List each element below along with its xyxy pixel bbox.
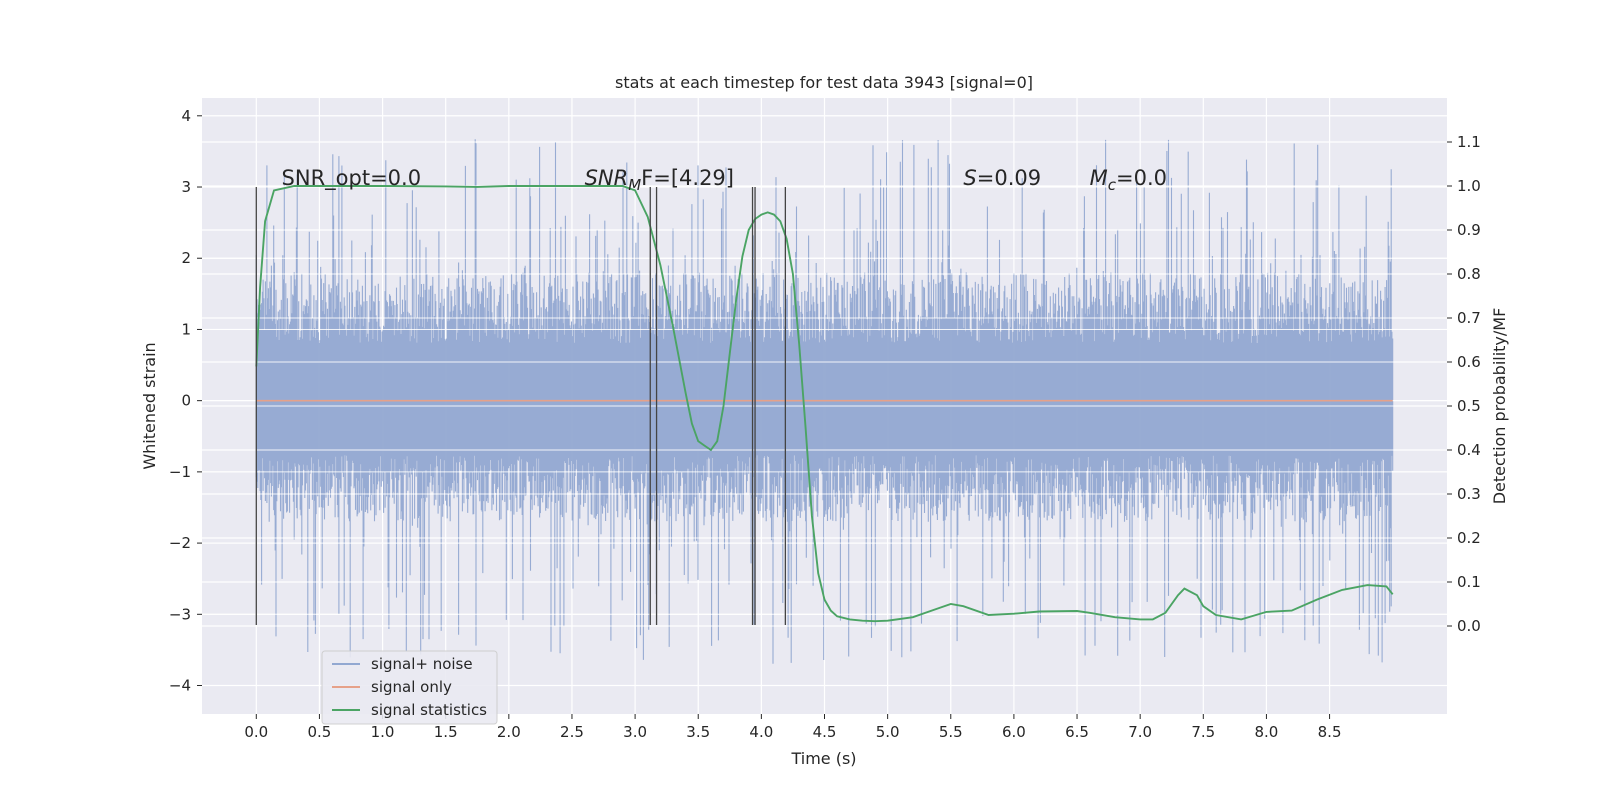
- y-left-tick-label: 2: [181, 249, 191, 267]
- x-tick-label: 6.0: [1002, 723, 1026, 741]
- x-tick-label: 0.5: [307, 723, 331, 741]
- y-left-tick-label: −2: [169, 534, 191, 552]
- x-tick-label: 0.0: [244, 723, 268, 741]
- legend: signal+ noise signal only signal statist…: [321, 650, 498, 725]
- legend-label-signal-only: signal only: [371, 678, 452, 696]
- x-tick-label: 3.5: [686, 723, 710, 741]
- x-tick-label: 4.5: [813, 723, 837, 741]
- y-axis-label-right: Detection probability/MF: [1490, 308, 1509, 505]
- x-tick-label: 3.0: [623, 723, 647, 741]
- x-axis-label: Time (s): [790, 749, 856, 768]
- legend-box: [321, 650, 498, 725]
- x-tick-label: 4.0: [749, 723, 773, 741]
- x-tick-label: 6.5: [1065, 723, 1089, 741]
- y-left-tick-label: 0: [181, 392, 191, 410]
- x-axis-ticks: 0.0 0.5 1.0 1.5 2.0 2.5 3.0 3.5 4.0 4.5 5.0 5.5 6.0 6…: [244, 714, 1342, 741]
- y-axis-label-left: Whitened strain: [140, 342, 159, 469]
- y-right-tick-label: 1.0: [1457, 177, 1481, 195]
- chart-title: stats at each timestep for test data 394…: [615, 73, 1033, 92]
- y-right-tick-label: 0.1: [1457, 573, 1481, 591]
- x-tick-label: 5.0: [876, 723, 900, 741]
- y-left-tick-label: −1: [169, 463, 191, 481]
- x-tick-label: 5.5: [939, 723, 963, 741]
- y-left-tick-label: −4: [169, 677, 191, 695]
- y-right-tick-label: 0.2: [1457, 529, 1481, 547]
- y-right-tick-label: 0.9: [1457, 221, 1481, 239]
- y-right-tick-label: 1.1: [1457, 133, 1481, 151]
- y-right-tick-label: 0.4: [1457, 441, 1481, 459]
- signal-statistics-line: [255, 185, 1394, 623]
- annotations: SNR_opt=0.0 SNRMF=[4.29] S=0.09 Mc=0.0: [282, 166, 1167, 194]
- left-axis-ticks: 4 3 2 1 0 −1 −2 −3 −4: [169, 107, 202, 695]
- y-left-tick-label: 1: [181, 320, 191, 338]
- x-tick-label: 1.0: [371, 723, 395, 741]
- y-right-tick-label: 0.8: [1457, 265, 1481, 283]
- x-tick-label: 8.5: [1318, 723, 1342, 741]
- annotation-label: SNRMF=[4.29]: [585, 166, 734, 194]
- x-tick-label: 8.0: [1255, 723, 1279, 741]
- y-right-tick-label: 0.0: [1457, 617, 1481, 635]
- annotation-label: Mc=0.0: [1090, 166, 1167, 194]
- y-left-tick-label: 3: [181, 178, 191, 196]
- y-left-tick-label: 4: [181, 107, 191, 125]
- event-lines: [255, 187, 787, 625]
- x-tick-label: 7.0: [1128, 723, 1152, 741]
- legend-label-signal-statistics: signal statistics: [371, 701, 487, 719]
- x-tick-label: 7.5: [1191, 723, 1215, 741]
- y-right-tick-label: 0.6: [1457, 353, 1481, 371]
- legend-label-signal-noise: signal+ noise: [371, 655, 473, 673]
- x-tick-label: 1.5: [434, 723, 458, 741]
- y-left-tick-label: −3: [169, 605, 191, 623]
- y-right-tick-label: 0.5: [1457, 397, 1481, 415]
- annotation-label: S=0.09: [963, 166, 1041, 190]
- annotation-label: SNR_opt=0.0: [282, 166, 422, 191]
- line-series: [202, 115, 1447, 687]
- y-right-tick-label: 0.3: [1457, 485, 1481, 503]
- right-axis-ticks: 1.1 1.0 0.9 0.8 0.7 0.6 0.5 0.4 0.3 0.2 0.1 0.0: [1447, 133, 1481, 635]
- x-tick-label: 2.0: [497, 723, 521, 741]
- y-right-tick-label: 0.7: [1457, 309, 1481, 327]
- x-tick-label: 2.5: [560, 723, 584, 741]
